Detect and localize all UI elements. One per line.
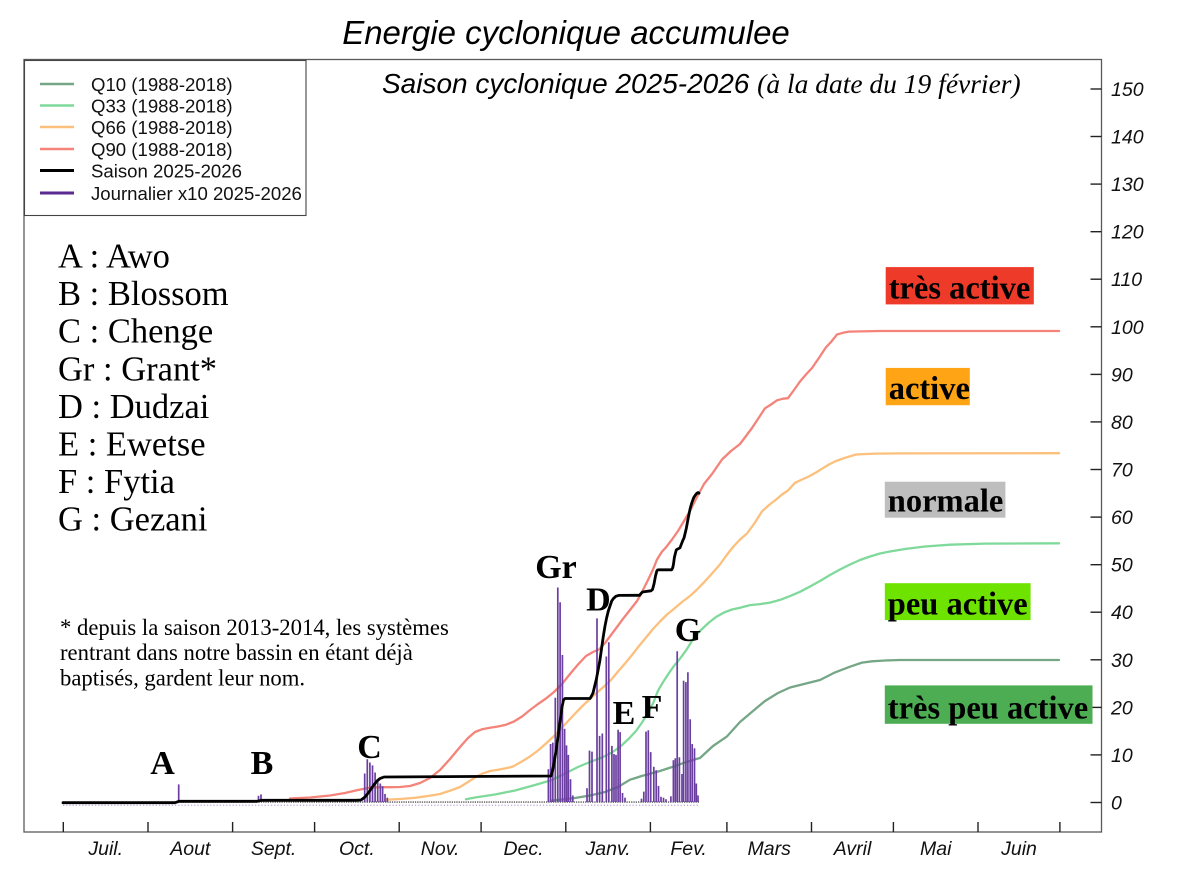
svg-text:C: C [357,729,382,766]
svg-text:A: A [150,745,175,782]
svg-text:rentrant dans notre bassin en: rentrant dans notre bassin en étant déjà [60,640,413,665]
svg-text:C : Chenge: C : Chenge [58,313,213,351]
svg-text:peu active: peu active [888,587,1028,623]
svg-text:110: 110 [1111,269,1142,291]
svg-text:Saison cyclonique 2025-2026 (à: Saison cyclonique 2025-2026 (à la date d… [382,68,1021,99]
svg-text:Energie cyclonique accumulee: Energie cyclonique accumulee [342,14,790,51]
svg-text:Mai: Mai [920,838,952,860]
svg-text:20: 20 [1110,697,1133,719]
svg-text:Sept.: Sept. [251,838,297,860]
svg-text:G: G [675,612,701,649]
svg-text:100: 100 [1111,317,1144,339]
svg-text:Q90 (1988-2018): Q90 (1988-2018) [91,139,233,160]
svg-text:Nov.: Nov. [421,838,460,860]
svg-text:120: 120 [1111,222,1144,244]
svg-text:Dec.: Dec. [503,838,543,860]
svg-text:très active: très active [889,270,1031,306]
svg-text:Gr: Gr [535,549,577,586]
svg-text:Gr : Grant*: Gr : Grant* [58,350,217,388]
svg-text:E: E [613,695,636,732]
svg-text:normale: normale [888,484,1004,520]
svg-text:Juin: Juin [1000,838,1037,860]
svg-text:B : Blossom: B : Blossom [58,275,229,313]
svg-text:Fev.: Fev. [670,838,706,860]
svg-text:10: 10 [1111,745,1133,767]
svg-text:40: 40 [1111,602,1133,624]
svg-text:Saison 2025-2026: Saison 2025-2026 [91,160,242,181]
svg-text:Journalier x10 2025-2026: Journalier x10 2025-2026 [91,183,302,204]
svg-text:Avril: Avril [833,838,872,860]
svg-text:active: active [889,371,970,407]
svg-text:D : Dudzai: D : Dudzai [58,388,209,426]
svg-text:Q33 (1988-2018): Q33 (1988-2018) [91,95,233,116]
svg-text:140: 140 [1111,127,1144,149]
svg-text:A : Awo: A : Awo [58,238,170,276]
svg-text:90: 90 [1111,364,1133,386]
svg-text:F: F [642,689,663,726]
svg-text:* depuis la saison 2013-2014,: * depuis la saison 2013-2014, les systèm… [60,615,449,640]
svg-text:30: 30 [1111,650,1133,672]
svg-text:70: 70 [1111,460,1133,482]
svg-text:baptisés, gardent leur nom.: baptisés, gardent leur nom. [60,665,305,690]
svg-text:Q10 (1988-2018): Q10 (1988-2018) [91,74,233,95]
svg-text:Aout: Aout [169,838,212,860]
svg-text:B: B [251,745,274,782]
svg-text:D: D [586,582,611,619]
svg-text:150: 150 [1111,79,1144,101]
svg-text:130: 130 [1111,174,1144,196]
svg-text:très peu active: très peu active [888,691,1088,727]
svg-text:60: 60 [1111,507,1133,529]
svg-text:Mars: Mars [748,838,792,860]
svg-text:G : Gezani: G : Gezani [58,501,207,539]
svg-text:Q66 (1988-2018): Q66 (1988-2018) [91,117,233,138]
svg-text:Janv.: Janv. [585,838,631,860]
svg-text:F : Fytia: F : Fytia [58,463,175,501]
svg-text:E : Ewetse: E : Ewetse [58,426,206,464]
svg-text:80: 80 [1111,412,1133,434]
svg-text:0: 0 [1111,793,1122,815]
svg-text:50: 50 [1111,555,1133,577]
svg-text:Juil.: Juil. [87,838,123,860]
svg-text:Oct.: Oct. [339,838,375,860]
